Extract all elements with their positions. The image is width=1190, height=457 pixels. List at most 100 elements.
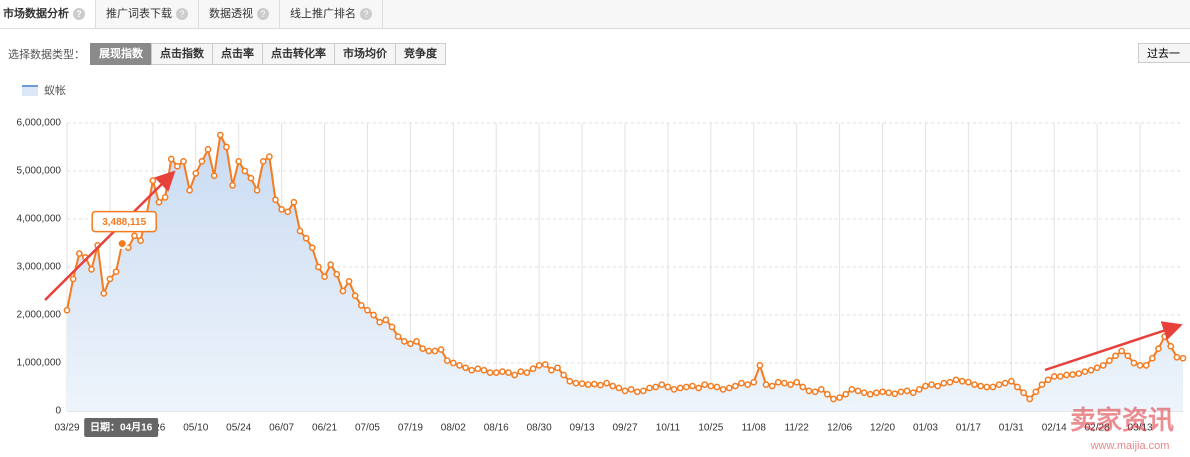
point — [511, 371, 518, 379]
point — [707, 382, 715, 390]
point — [958, 377, 966, 385]
x-tick-label: 12/20 — [870, 423, 895, 434]
point — [866, 390, 874, 398]
type-button[interactable]: 展现指数 — [90, 43, 152, 65]
point — [499, 368, 506, 375]
legend: 蚁帐 — [22, 82, 66, 98]
point — [584, 381, 592, 388]
point — [1087, 366, 1095, 374]
point — [192, 170, 200, 177]
point — [505, 369, 512, 376]
point — [272, 196, 279, 204]
period-button[interactable]: 过去一 — [1138, 43, 1190, 63]
tab[interactable]: 推广词表下载? — [96, 0, 199, 28]
point — [548, 366, 555, 374]
x-tick-label: 01/31 — [999, 423, 1024, 434]
point — [781, 379, 788, 387]
type-button[interactable]: 点击率 — [212, 43, 263, 65]
point — [474, 365, 482, 373]
point — [131, 232, 138, 240]
point — [897, 388, 905, 396]
y-tick-label: 5,000,000 — [17, 166, 62, 177]
point — [1148, 354, 1156, 362]
tab[interactable]: 数据透视? — [199, 0, 280, 28]
point — [719, 386, 727, 393]
point — [137, 237, 144, 244]
x-tick-label: 03/13 — [1128, 423, 1153, 434]
legend-label[interactable]: 蚁帐 — [44, 85, 66, 97]
point — [787, 381, 794, 388]
point — [554, 364, 561, 372]
help-icon[interactable]: ? — [176, 8, 188, 20]
point — [940, 379, 948, 387]
point — [529, 365, 537, 373]
point — [646, 384, 653, 392]
tab[interactable]: 线上推广排名? — [280, 0, 383, 28]
point — [1112, 352, 1119, 360]
point — [615, 384, 623, 392]
help-icon[interactable]: ? — [360, 8, 372, 20]
tooltip-box — [91, 210, 157, 233]
x-tick-label: 05/24 — [226, 423, 251, 434]
point — [376, 318, 384, 326]
y-tick-label: 2,000,000 — [17, 310, 62, 321]
point — [578, 380, 586, 387]
y-tick-label: 6,000,000 — [17, 118, 62, 129]
point — [468, 366, 476, 374]
point — [1106, 357, 1113, 364]
point — [462, 364, 469, 372]
x-tick-label: 02/14 — [1042, 423, 1067, 434]
point — [296, 227, 304, 235]
type-button[interactable]: 竞争度 — [395, 43, 446, 65]
point — [407, 340, 414, 348]
point — [388, 323, 396, 331]
point — [695, 384, 702, 392]
point — [351, 292, 359, 300]
point — [1155, 345, 1162, 352]
point — [995, 381, 1003, 388]
point — [713, 383, 721, 391]
type-button[interactable]: 点击转化率 — [262, 43, 335, 65]
point — [658, 381, 666, 388]
point — [437, 346, 445, 353]
point — [590, 380, 598, 388]
point — [768, 382, 776, 390]
point — [1081, 368, 1089, 375]
x-tick-label: 01/17 — [956, 423, 981, 434]
filter-bar: 选择数据类型： 展现指数 点击指数 点击率 点击转化率 市场均价 竞争度 — [8, 43, 446, 65]
point — [1161, 333, 1168, 340]
type-button[interactable]: 点击指数 — [151, 43, 213, 65]
point — [124, 244, 132, 252]
point — [750, 378, 758, 386]
help-icon[interactable]: ? — [257, 8, 269, 20]
point — [879, 388, 886, 396]
point — [541, 361, 549, 368]
point — [394, 333, 402, 340]
point — [106, 275, 114, 283]
point — [603, 379, 610, 387]
type-button[interactable]: 市场均价 — [334, 43, 396, 65]
point — [664, 383, 672, 391]
legend-swatch — [22, 84, 38, 96]
point — [774, 378, 782, 386]
point — [75, 250, 83, 257]
help-icon[interactable]: ? — [73, 8, 85, 20]
watermark-url: www.maijia.com — [1090, 440, 1170, 452]
point — [915, 386, 923, 393]
x-tick-label: 08/30 — [527, 423, 552, 434]
point — [88, 266, 95, 273]
point — [799, 383, 807, 391]
point — [302, 234, 310, 242]
tab[interactable]: 市场数据分析? — [0, 0, 96, 28]
point — [560, 371, 568, 379]
filter-label: 选择数据类型： — [8, 49, 85, 61]
x-tick-label: 10/25 — [698, 423, 723, 434]
point — [934, 382, 942, 390]
point — [284, 208, 292, 216]
tooltip-date: 日期：04月16 — [90, 421, 153, 434]
point — [1075, 370, 1083, 377]
point — [425, 347, 433, 355]
point — [357, 302, 365, 309]
point — [830, 395, 837, 403]
